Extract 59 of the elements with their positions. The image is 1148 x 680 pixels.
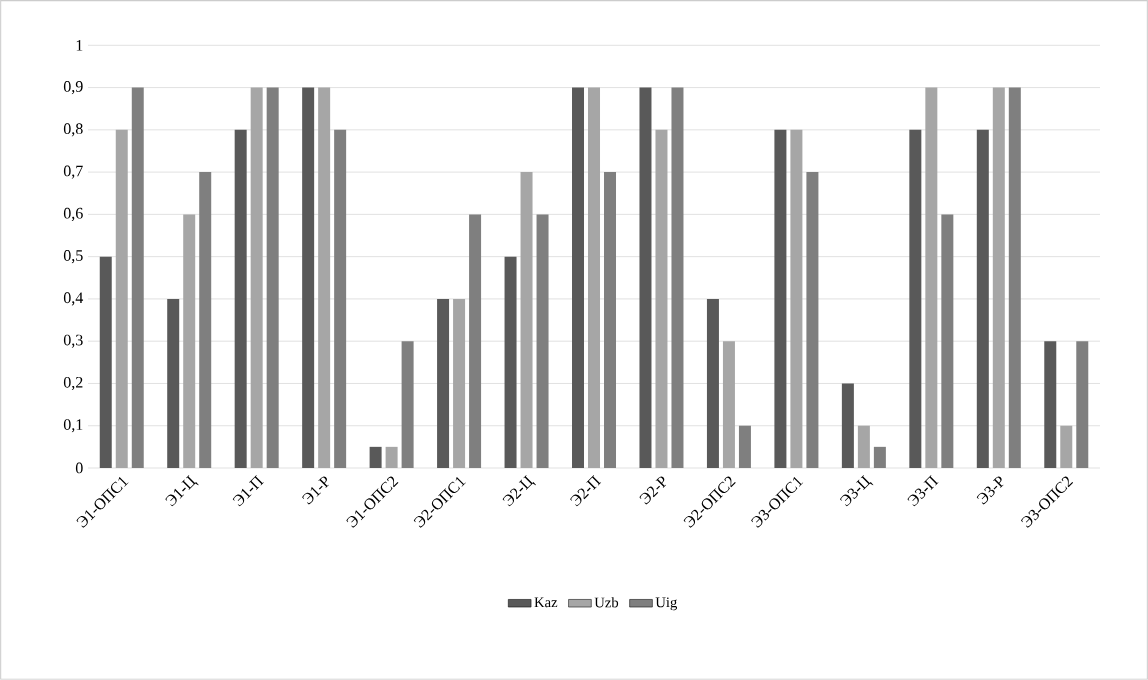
bar xyxy=(536,214,549,468)
bar xyxy=(469,214,482,468)
bar xyxy=(706,298,719,468)
bar xyxy=(453,298,466,468)
bar xyxy=(115,129,128,468)
bar xyxy=(857,425,870,468)
bar xyxy=(199,172,212,468)
bar xyxy=(774,129,787,468)
bar xyxy=(183,214,196,468)
legend-label: Uzb xyxy=(594,597,619,608)
y-tick-label: 0,1 xyxy=(63,419,83,433)
bar xyxy=(369,446,382,468)
bar xyxy=(318,87,331,468)
bar xyxy=(266,87,279,468)
legend-label: Kaz xyxy=(534,597,558,608)
bar xyxy=(234,129,247,468)
bar xyxy=(806,172,819,468)
bar xyxy=(437,298,450,468)
bar xyxy=(504,256,517,468)
y-tick-label: 1 xyxy=(76,40,83,51)
bar xyxy=(909,129,922,468)
bar xyxy=(1076,341,1089,468)
bar xyxy=(790,129,803,468)
bar xyxy=(976,129,989,468)
bar xyxy=(520,172,533,468)
bar xyxy=(655,129,668,468)
bar xyxy=(873,446,886,468)
bar xyxy=(992,87,1005,468)
y-tick-label: 0,8 xyxy=(63,123,83,137)
bar xyxy=(722,341,735,468)
y-tick-label: 0,9 xyxy=(63,81,83,95)
bar xyxy=(588,87,601,468)
bar xyxy=(1044,341,1057,468)
bar xyxy=(302,87,315,468)
bar xyxy=(841,383,854,468)
y-tick-label: 0,5 xyxy=(63,250,83,264)
bar xyxy=(941,214,954,468)
bar xyxy=(250,87,263,468)
y-tick-label: 0,2 xyxy=(63,376,83,391)
y-tick-label: 0,6 xyxy=(63,207,83,221)
bar xyxy=(1008,87,1021,468)
bar xyxy=(99,256,112,468)
bar xyxy=(572,87,585,468)
bar xyxy=(738,425,751,468)
bar xyxy=(639,87,652,468)
legend-label: Uig xyxy=(655,597,678,611)
bar xyxy=(1060,425,1073,468)
y-tick-label: 0,7 xyxy=(63,165,83,179)
bar xyxy=(131,87,144,468)
bar xyxy=(925,87,938,468)
y-tick-label: 0,4 xyxy=(63,292,84,306)
y-tick-label: 0 xyxy=(75,462,83,474)
bar xyxy=(671,87,684,468)
bar xyxy=(334,129,347,468)
y-tick-label: 0,3 xyxy=(63,334,83,348)
bar xyxy=(401,341,414,468)
bar xyxy=(385,446,398,468)
bar xyxy=(167,298,180,468)
bar xyxy=(604,172,617,468)
